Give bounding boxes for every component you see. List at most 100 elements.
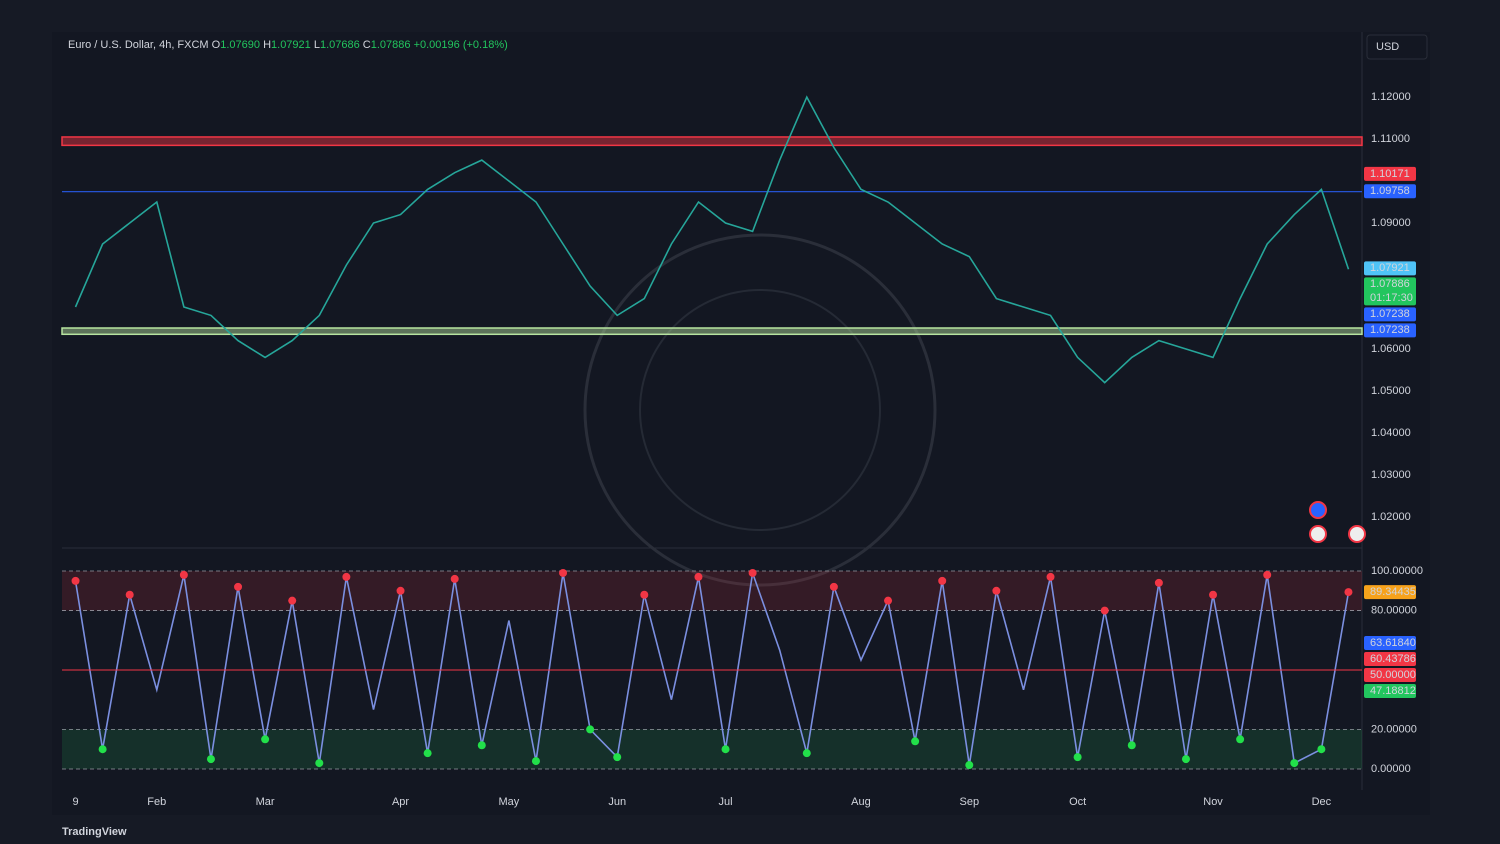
watermark	[639, 289, 881, 531]
chart-area	[52, 32, 1430, 815]
y-tick-label: 1.03000	[1371, 469, 1411, 481]
price-label: 50.00000	[1370, 669, 1416, 681]
signal-dot	[965, 761, 974, 770]
signal-dot	[1317, 745, 1326, 754]
y-tick-label: 0.00000	[1371, 763, 1411, 775]
signal-dot	[477, 741, 486, 750]
x-tick-label: Nov	[1203, 796, 1223, 808]
currency[interactable]: USD	[1376, 41, 1399, 53]
signal-dot	[1046, 572, 1055, 581]
high: 1.07921	[271, 39, 311, 51]
zone	[62, 729, 1362, 770]
signal-dot	[721, 745, 730, 754]
y-tick-label: 1.04000	[1371, 427, 1411, 439]
x-tick-label: Aug	[851, 796, 871, 808]
signal-dot	[911, 737, 920, 746]
price-label: 47.18812	[1370, 685, 1416, 697]
price-label: 1.10171	[1370, 168, 1410, 180]
x-tick-label: Sep	[960, 796, 980, 808]
event-icon[interactable]	[1309, 501, 1327, 519]
y-tick-label: 1.05000	[1371, 385, 1411, 397]
currency-button[interactable]	[1366, 34, 1428, 60]
price-label-box	[1364, 166, 1416, 181]
signal-dot	[396, 586, 405, 595]
signal-dot	[694, 572, 703, 581]
price-label-box	[1364, 684, 1416, 699]
signal-dot	[802, 749, 811, 758]
signal-dot	[748, 568, 757, 577]
series-line	[74, 572, 1350, 766]
y-tick-label: 100.00000	[1371, 565, 1423, 577]
signal-dot	[640, 590, 649, 599]
y-tick-label: 1.06000	[1371, 343, 1411, 355]
change: +0.00196 (+0.18%)	[414, 39, 508, 51]
y-tick-label: 80.00000	[1371, 604, 1417, 616]
price-label-box	[1364, 636, 1416, 651]
price-label: 1.09758	[1370, 185, 1410, 197]
signal-dot	[1181, 755, 1190, 764]
symbol: Euro / U.S. Dollar, 4h, FXCM	[68, 39, 209, 51]
signal-dot	[992, 586, 1001, 595]
price-label-box	[1364, 668, 1416, 683]
signal-dot	[829, 582, 838, 591]
countdown: 01:17:30	[1370, 292, 1413, 304]
x-tick-label: Jul	[719, 796, 733, 808]
signal-dot	[71, 576, 80, 585]
signal-dot	[1073, 753, 1082, 762]
price-label-box	[1364, 307, 1416, 322]
x-tick-label: Mar	[256, 796, 275, 808]
legend: Euro / U.S. Dollar, 4h, FXCM O1.07690 H1…	[68, 39, 508, 51]
signal-dot	[288, 596, 297, 605]
signal-dot	[423, 749, 432, 758]
open: 1.07690	[220, 39, 260, 51]
signal-dot	[234, 582, 243, 591]
price-label: 1.07921	[1370, 262, 1410, 274]
signal-dot	[559, 568, 568, 577]
y-tick-label: 1.12000	[1371, 91, 1411, 103]
y-tick-label: 1.02000	[1371, 511, 1411, 523]
signal-dot	[206, 755, 215, 764]
level-band	[61, 136, 1363, 147]
price-label: 1.07238	[1370, 308, 1410, 320]
signal-dot	[1236, 735, 1245, 744]
signal-dot	[531, 757, 540, 766]
signal-dot	[1263, 570, 1272, 579]
low-label: L	[314, 39, 320, 51]
event-icon[interactable]	[1309, 525, 1327, 543]
price-label: 1.07886	[1370, 278, 1410, 290]
price-label: 89.34435	[1370, 586, 1416, 598]
price-label-box	[1364, 277, 1416, 306]
watermark	[583, 233, 937, 587]
x-tick-label: Dec	[1312, 796, 1332, 808]
signal-dot	[1290, 759, 1299, 768]
price-label-box	[1364, 184, 1416, 199]
price-label: 1.07238	[1370, 324, 1410, 336]
level-band	[61, 327, 1363, 336]
signal-dot	[613, 753, 622, 762]
signal-dot	[342, 572, 351, 581]
y-tick-label: 1.09000	[1371, 217, 1411, 229]
x-tick-label: Jun	[608, 796, 626, 808]
signal-dot	[261, 735, 270, 744]
x-tick-label: Apr	[392, 796, 409, 808]
close-label: C	[363, 39, 371, 51]
x-tick-label: 9	[72, 796, 78, 808]
signal-dot	[884, 596, 893, 605]
level-band	[62, 191, 1362, 193]
low: 1.07686	[320, 39, 360, 51]
footer: TradingView	[62, 826, 127, 838]
x-tick-label: Feb	[147, 796, 166, 808]
y-tick-label: 20.00000	[1371, 723, 1417, 735]
signal-dot	[938, 576, 947, 585]
signal-dot	[125, 590, 134, 599]
signal-dot	[1209, 590, 1218, 599]
price-label-box	[1364, 261, 1416, 276]
signal-dot	[179, 570, 188, 579]
signal-dot	[98, 745, 107, 754]
close: 1.07886	[371, 39, 411, 51]
price-label: 63.61840	[1370, 637, 1416, 649]
signal-dot	[315, 759, 324, 768]
zone	[62, 570, 1362, 611]
event-icon[interactable]	[1348, 525, 1366, 543]
